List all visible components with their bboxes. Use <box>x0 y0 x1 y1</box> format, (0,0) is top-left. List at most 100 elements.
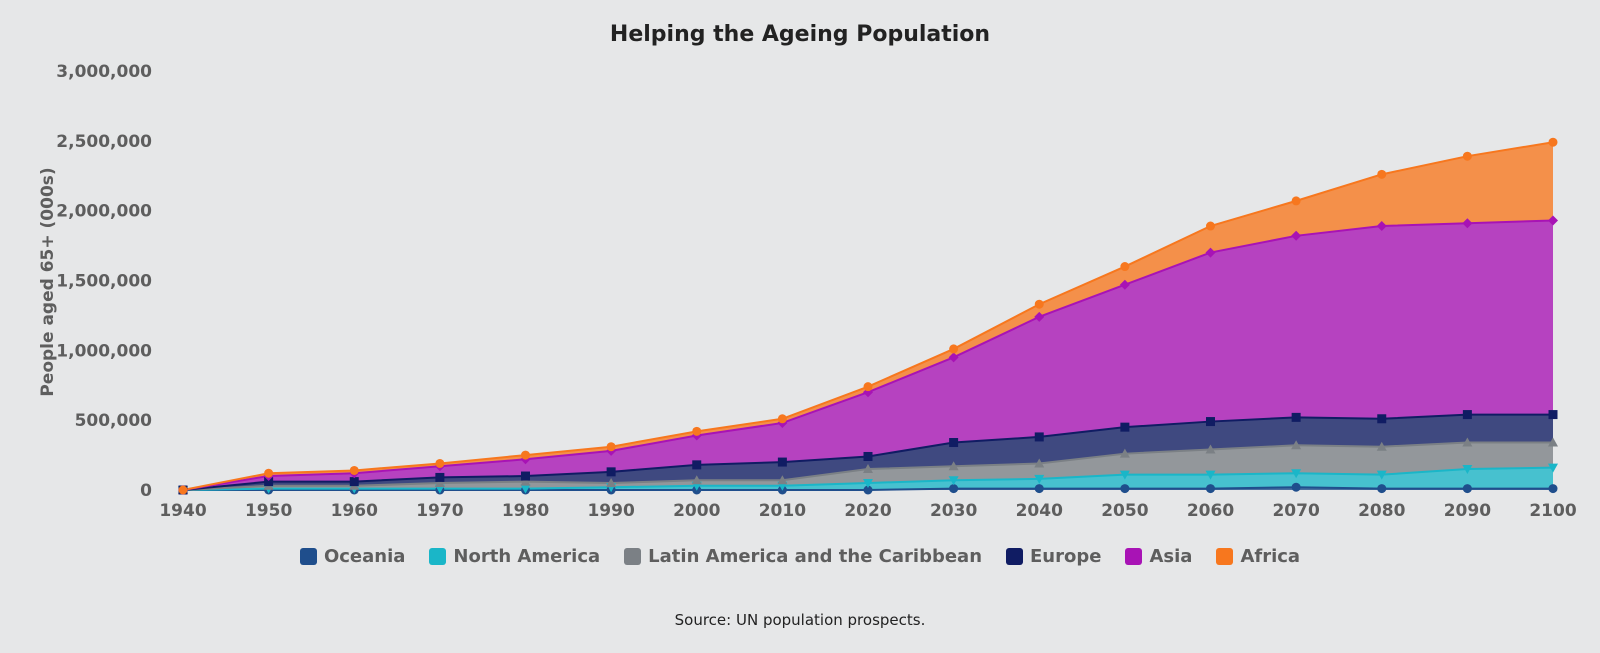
data-point-latin-america-and-the-caribbean[interactable] <box>1548 437 1558 447</box>
data-point-asia[interactable] <box>1034 311 1045 322</box>
data-point-europe[interactable] <box>349 477 359 487</box>
legend-swatch <box>1125 548 1143 565</box>
data-point-africa[interactable] <box>1548 137 1558 147</box>
data-point-north-america[interactable] <box>520 484 531 494</box>
x-tick-label: 2070 <box>1272 501 1319 521</box>
data-point-europe[interactable] <box>606 467 616 477</box>
data-point-africa[interactable] <box>1206 221 1215 231</box>
legend: Oceania North America Latin America and th… <box>0 546 1600 567</box>
data-point-europe[interactable] <box>1377 414 1387 424</box>
legend-item-europe[interactable]: Europe <box>1006 546 1101 567</box>
data-point-oceania[interactable] <box>949 484 959 494</box>
data-point-africa[interactable] <box>777 414 787 424</box>
data-point-oceania[interactable] <box>863 485 873 495</box>
data-point-europe[interactable] <box>777 457 787 467</box>
x-tick-label: 1950 <box>245 501 292 521</box>
y-axis-label: People aged 65+ (000s) <box>38 167 58 396</box>
data-point-latin-america-and-the-caribbean[interactable] <box>1119 448 1130 458</box>
data-point-asia[interactable] <box>1548 215 1558 226</box>
y-tick-label: 500,000 <box>75 411 153 431</box>
data-point-africa[interactable] <box>521 450 530 460</box>
data-point-asia[interactable] <box>1205 247 1216 258</box>
data-point-north-america[interactable] <box>1205 470 1216 480</box>
source-note: Source: UN population prospects. <box>674 611 926 629</box>
data-point-latin-america-and-the-caribbean[interactable] <box>1376 441 1387 451</box>
data-point-latin-america-and-the-caribbean[interactable] <box>948 461 959 471</box>
legend-label: Latin America and the Caribbean <box>648 546 983 567</box>
legend-item-asia[interactable]: Asia <box>1125 546 1192 567</box>
data-point-africa[interactable] <box>1034 299 1044 309</box>
data-point-africa[interactable] <box>1291 196 1301 206</box>
data-point-north-america[interactable] <box>1462 465 1473 475</box>
data-point-oceania[interactable] <box>1291 482 1301 492</box>
data-point-asia[interactable] <box>948 352 959 363</box>
data-point-africa[interactable] <box>178 485 188 495</box>
area-latin-america-and-the-caribbean <box>183 442 1553 490</box>
data-point-north-america[interactable] <box>1119 470 1130 480</box>
legend-label: Asia <box>1149 546 1193 567</box>
y-tick-label: 1,500,000 <box>56 272 152 292</box>
data-point-africa[interactable] <box>692 426 702 436</box>
y-tick-label: 1,000,000 <box>56 341 152 361</box>
data-point-latin-america-and-the-caribbean[interactable] <box>606 478 617 488</box>
data-point-africa[interactable] <box>1462 151 1472 161</box>
data-point-europe[interactable] <box>1120 422 1130 432</box>
data-point-north-america[interactable] <box>1291 469 1302 479</box>
legend-item-africa[interactable]: Africa <box>1216 546 1300 567</box>
data-point-africa[interactable] <box>435 458 445 468</box>
data-point-africa[interactable] <box>264 468 274 478</box>
data-point-latin-america-and-the-caribbean[interactable] <box>520 476 531 486</box>
data-point-oceania[interactable] <box>1548 484 1558 494</box>
legend-item-oceania[interactable]: Oceania <box>299 546 405 567</box>
data-point-asia[interactable] <box>1119 279 1130 290</box>
data-point-oceania[interactable] <box>1120 484 1130 494</box>
data-point-latin-america-and-the-caribbean[interactable] <box>1462 437 1473 447</box>
data-point-europe[interactable] <box>1206 417 1215 427</box>
data-point-asia[interactable] <box>1376 221 1387 232</box>
data-point-africa[interactable] <box>1377 169 1387 179</box>
data-point-europe[interactable] <box>1291 412 1301 422</box>
data-point-north-america[interactable] <box>1376 470 1387 480</box>
data-point-latin-america-and-the-caribbean[interactable] <box>1205 444 1216 454</box>
data-point-latin-america-and-the-caribbean[interactable] <box>691 475 702 485</box>
chart-title: Helping the Ageing Population <box>609 22 991 47</box>
legend-label: Africa <box>1240 546 1301 567</box>
data-point-north-america[interactable] <box>863 479 873 489</box>
data-point-oceania[interactable] <box>1462 484 1472 494</box>
data-point-north-america[interactable] <box>1034 474 1045 484</box>
data-point-north-america[interactable] <box>948 476 959 486</box>
data-point-oceania[interactable] <box>1206 484 1215 494</box>
data-point-africa[interactable] <box>863 382 873 392</box>
data-point-africa[interactable] <box>349 465 359 475</box>
data-point-oceania[interactable] <box>1377 484 1387 494</box>
data-point-latin-america-and-the-caribbean[interactable] <box>863 464 873 474</box>
data-point-latin-america-and-the-caribbean[interactable] <box>1291 440 1302 450</box>
data-point-europe[interactable] <box>264 477 274 487</box>
data-point-latin-america-and-the-caribbean[interactable] <box>434 478 445 488</box>
data-point-latin-america-and-the-caribbean[interactable] <box>1034 458 1045 468</box>
data-point-europe[interactable] <box>949 438 959 448</box>
data-point-europe[interactable] <box>1034 432 1044 442</box>
data-point-latin-america-and-the-caribbean[interactable] <box>777 475 788 485</box>
data-point-africa[interactable] <box>606 442 616 452</box>
data-point-africa[interactable] <box>949 344 959 354</box>
legend-label: Europe <box>1030 546 1102 567</box>
area-europe <box>183 414 1553 490</box>
data-point-asia[interactable] <box>1462 218 1473 229</box>
data-point-europe[interactable] <box>435 472 445 482</box>
data-point-europe[interactable] <box>1548 410 1558 420</box>
data-point-africa[interactable] <box>1120 262 1130 272</box>
legend-item-latin-america-and-the-caribbean[interactable]: Latin America and the Caribbean <box>624 546 982 567</box>
data-point-europe[interactable] <box>692 460 702 470</box>
data-point-oceania[interactable] <box>1034 484 1044 494</box>
data-point-europe[interactable] <box>863 451 873 461</box>
x-tick-label: 2020 <box>844 501 891 521</box>
legend-item-north-america[interactable]: North America <box>429 546 600 567</box>
data-point-asia[interactable] <box>1291 230 1302 241</box>
legend-swatch <box>624 548 642 565</box>
x-tick-label: 2100 <box>1529 501 1576 521</box>
data-point-north-america[interactable] <box>1548 463 1558 473</box>
data-point-europe[interactable] <box>521 471 530 481</box>
data-point-europe[interactable] <box>1462 410 1472 420</box>
x-tick-label: 1990 <box>587 501 634 521</box>
